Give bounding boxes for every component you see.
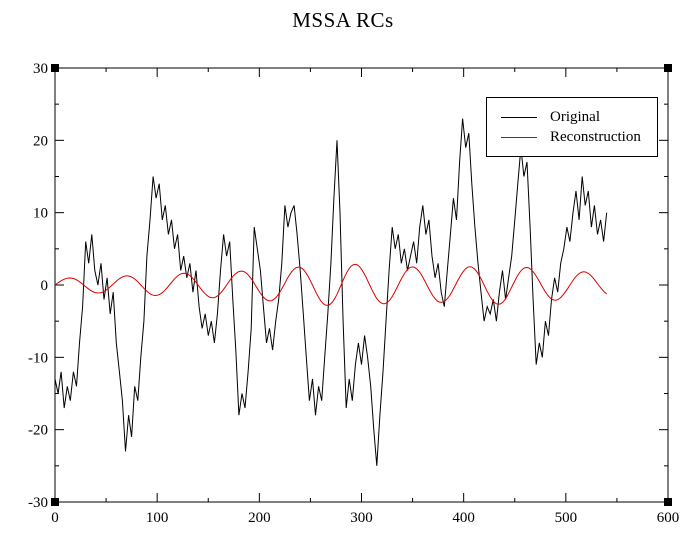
x-tick-label: 500 xyxy=(555,510,578,526)
chart-title: MSSA RCs xyxy=(292,8,394,32)
series-reconstruction xyxy=(54,263,608,306)
series-original xyxy=(54,118,608,466)
x-tick-label: 600 xyxy=(657,510,680,526)
y-tick-label: -20 xyxy=(28,423,48,439)
legend-label-original: Original xyxy=(550,109,600,125)
x-tick-label: 100 xyxy=(146,510,169,526)
x-tick-label: 300 xyxy=(350,510,373,526)
corner-marker xyxy=(664,498,672,506)
reconstruction-line-swatch xyxy=(501,136,537,138)
x-tick-label: 200 xyxy=(248,510,271,526)
legend-entry-original: Original xyxy=(501,107,641,127)
y-tick-label: 30 xyxy=(33,61,48,77)
legend: Original Reconstruction xyxy=(486,97,658,157)
tick-labels: 0 100 200 300 400 500 600 -30 -20 -10 0 10 20 30 xyxy=(28,61,679,526)
y-tick-label: 0 xyxy=(41,278,49,294)
original-line-swatch xyxy=(501,116,537,118)
corner-markers xyxy=(51,64,672,506)
x-tick-label: 400 xyxy=(452,510,475,526)
y-tick-label: -30 xyxy=(28,495,48,511)
y-tick-label: -10 xyxy=(28,350,48,366)
corner-marker xyxy=(664,64,672,72)
legend-entry-reconstruction: Reconstruction xyxy=(501,127,641,147)
corner-marker xyxy=(51,498,59,506)
y-tick-label: 10 xyxy=(33,206,48,222)
corner-marker xyxy=(51,64,59,72)
x-tick-label: 0 xyxy=(51,510,59,526)
y-tick-label: 20 xyxy=(33,133,48,149)
legend-label-reconstruction: Reconstruction xyxy=(550,129,641,145)
